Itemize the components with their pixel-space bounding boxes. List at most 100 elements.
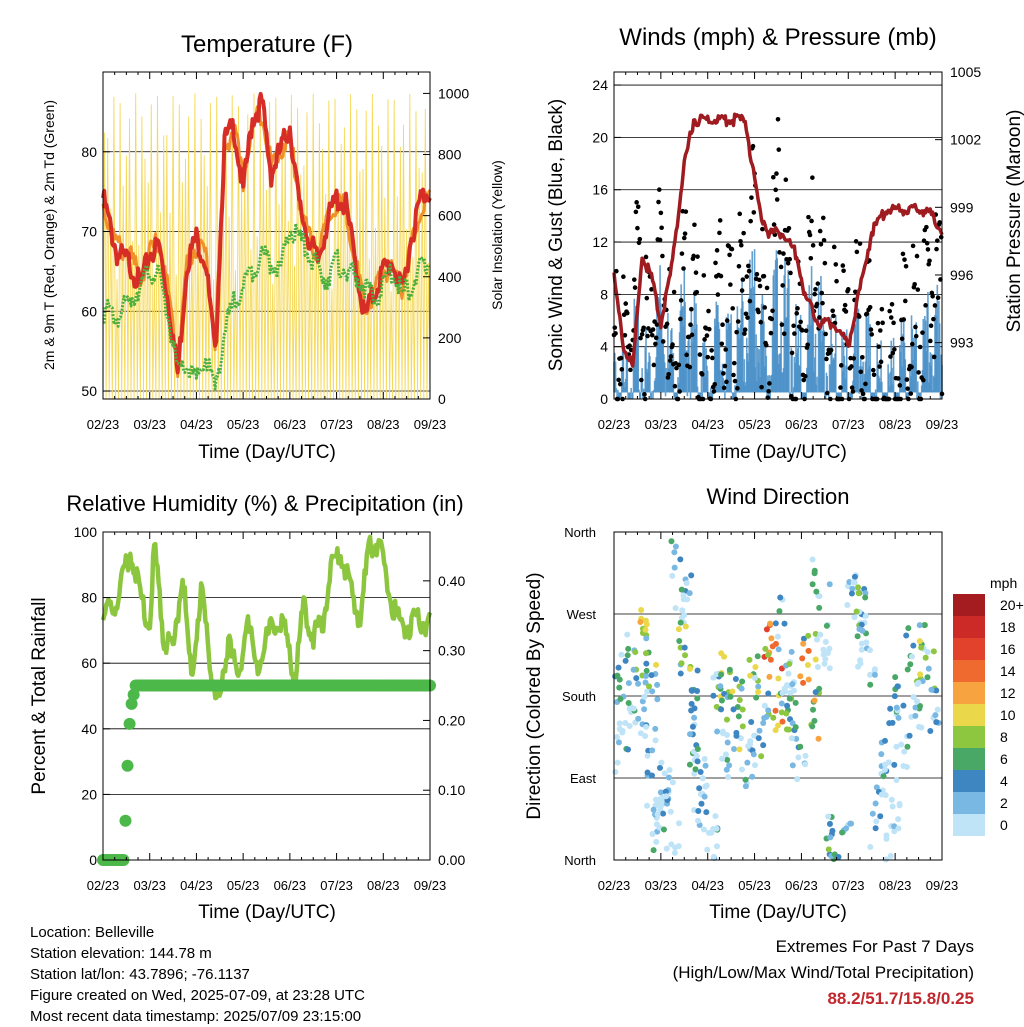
y-tick-label: 16: [592, 182, 608, 198]
direction-point: [805, 632, 812, 639]
gust-point: [935, 295, 941, 300]
gust-point: [742, 327, 748, 333]
gust-point: [828, 347, 834, 353]
gust-point: [781, 331, 787, 337]
gust-point: [850, 389, 856, 394]
direction-point: [713, 843, 720, 850]
gust-point: [738, 242, 744, 248]
direction-point: [719, 728, 726, 735]
gust-point: [666, 371, 671, 377]
direction-point: [646, 683, 653, 690]
direction-point: [697, 769, 704, 776]
direction-point: [689, 723, 696, 730]
direction-point: [625, 680, 632, 687]
gust-point: [785, 260, 791, 266]
direction-point: [927, 728, 934, 735]
direction-point: [663, 793, 670, 800]
direction-point: [813, 588, 820, 595]
direction-point: [826, 581, 833, 588]
gust-point: [794, 311, 800, 316]
x-tick-label: 05/23: [738, 417, 771, 432]
direction-point: [915, 679, 922, 686]
colorbar-label: 6: [1000, 751, 1008, 767]
direction-point: [681, 612, 688, 619]
gust-point: [682, 231, 688, 236]
gust-point: [764, 285, 770, 291]
y-tick-label: 1005: [950, 64, 981, 80]
y-tick-label: East: [570, 771, 596, 786]
gust-point: [824, 390, 830, 396]
gust-point: [751, 210, 757, 215]
direction-point: [632, 649, 639, 656]
gust-point: [925, 247, 931, 252]
direction-point: [904, 743, 911, 750]
direction-point: [881, 766, 888, 773]
x-tick-label: 05/23: [227, 878, 260, 893]
direction-point: [826, 665, 833, 672]
gust-point: [730, 306, 736, 311]
direction-point: [766, 673, 773, 680]
direction-point: [694, 746, 701, 753]
direction-point: [892, 674, 899, 681]
direction-point: [724, 739, 731, 746]
direction-point: [811, 697, 818, 704]
direction-point: [681, 644, 688, 651]
direction-point: [612, 768, 619, 775]
gust-point: [916, 370, 921, 375]
precip-point: [125, 697, 138, 710]
gust-point: [788, 270, 793, 276]
direction-point: [687, 731, 694, 738]
direction-point: [653, 838, 660, 845]
gust-point: [645, 333, 650, 339]
gust-point: [649, 287, 654, 292]
colorbar-label: 10: [1000, 707, 1016, 723]
gust-point: [838, 385, 843, 390]
gust-point: [841, 268, 846, 274]
gust-point: [701, 273, 707, 278]
gust-point: [754, 271, 760, 277]
direction-point: [848, 590, 855, 597]
gust-point: [805, 342, 810, 348]
direction-point: [811, 567, 818, 574]
colorbar-label: 20+: [1000, 597, 1024, 613]
gust-point: [914, 253, 920, 259]
direction-point: [619, 727, 626, 734]
direction-point: [792, 699, 799, 706]
direction-point: [822, 655, 829, 662]
gust-point: [830, 308, 835, 314]
gust-point: [924, 224, 929, 230]
gust-point: [761, 273, 767, 279]
direction-point: [688, 700, 695, 707]
direction-point: [679, 607, 686, 614]
direction-point: [805, 676, 812, 683]
y-tick-label: 60: [81, 303, 97, 319]
direction-point: [800, 640, 807, 647]
direction-point: [851, 573, 858, 580]
gust-point: [687, 364, 693, 370]
direction-point: [805, 647, 812, 654]
gust-point: [817, 228, 823, 234]
x-tick-label: 05/23: [738, 878, 771, 893]
precip-point: [127, 688, 140, 701]
direction-point: [916, 638, 923, 645]
direction-point: [702, 762, 709, 769]
gust-point: [656, 187, 662, 192]
gust-point: [721, 385, 727, 391]
gust-point: [845, 287, 851, 292]
direction-point: [643, 635, 650, 642]
location-text: Location: Belleville: [30, 924, 155, 941]
gust-point: [691, 253, 696, 259]
gust-point: [714, 248, 720, 253]
direction-point: [747, 738, 754, 745]
direction-point: [932, 712, 939, 719]
direction-point: [635, 680, 642, 687]
y-tick-label: 1002: [950, 132, 981, 148]
y-tick-label: 0.10: [438, 782, 465, 798]
direction-point: [816, 593, 823, 600]
direction-point: [648, 672, 655, 679]
gust-point: [724, 379, 729, 385]
direction-point: [772, 620, 779, 627]
direction-point: [887, 705, 894, 712]
gust-point: [792, 331, 797, 336]
direction-point: [867, 844, 874, 851]
